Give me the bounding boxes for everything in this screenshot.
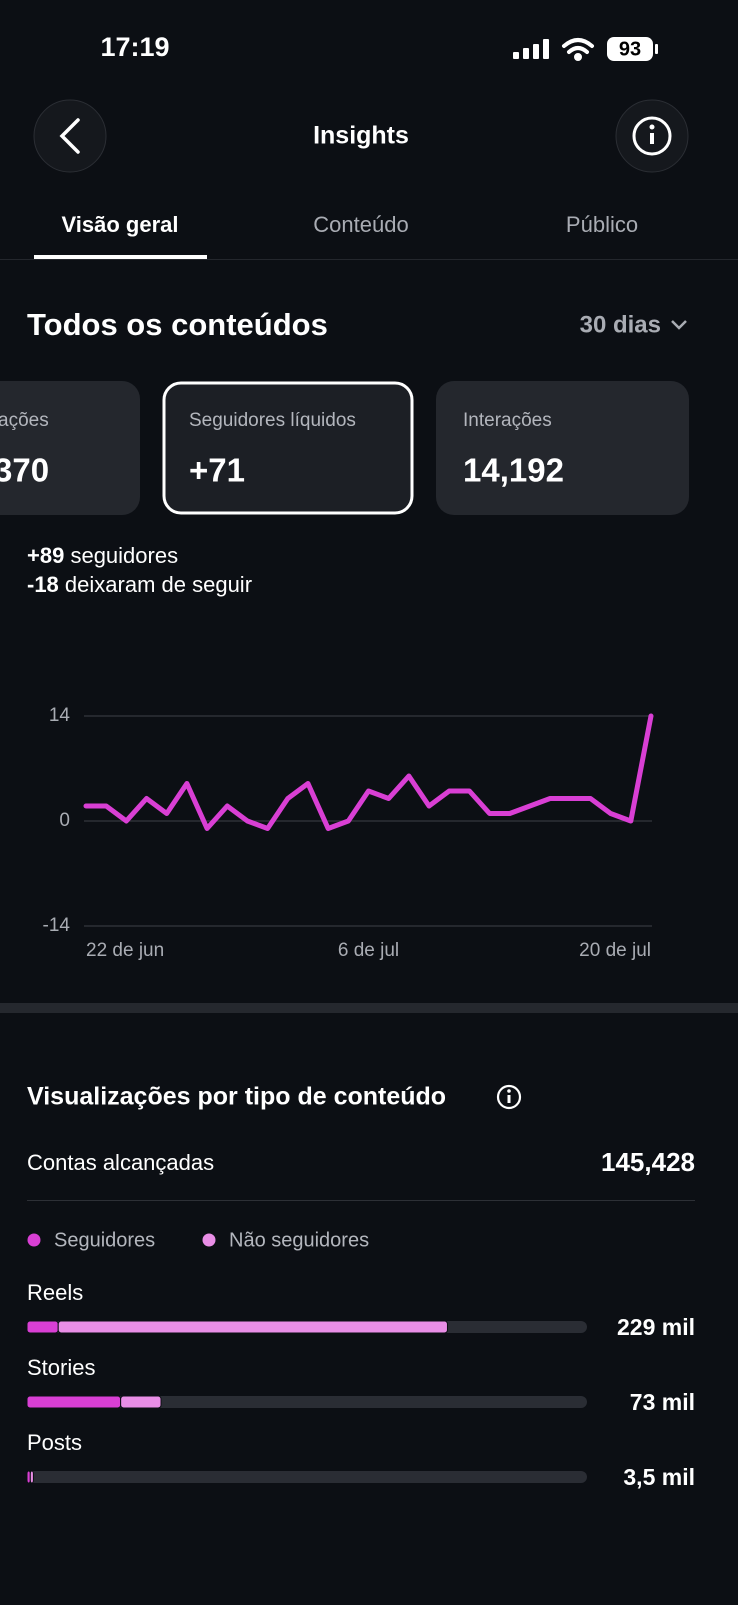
card-label: Interações	[463, 410, 552, 431]
x-tick-label: 20 de jul	[579, 940, 651, 961]
legend-swatch	[202, 1233, 216, 1247]
battery	[607, 37, 653, 61]
signal	[513, 39, 549, 59]
legend-label: Seguidores	[54, 1229, 155, 1251]
bar-segment	[29, 1470, 34, 1484]
card-value: +71	[189, 452, 245, 489]
back-button[interactable]	[33, 99, 107, 173]
info-icon	[632, 116, 672, 156]
section-divider	[0, 1003, 738, 1013]
card-value: 370	[0, 452, 49, 489]
card[interactable]	[436, 381, 689, 515]
card-label: ações	[0, 410, 49, 431]
divider	[0, 259, 738, 260]
info-icon	[507, 1089, 511, 1093]
chevron	[671, 320, 687, 330]
battery-tip	[655, 44, 658, 54]
battery-level: 93	[619, 38, 641, 60]
category-label: Posts	[27, 1430, 82, 1455]
category-label: Reels	[27, 1280, 83, 1305]
y-tick-label: -14	[43, 915, 71, 936]
period-select[interactable]: 30 dias	[580, 311, 661, 338]
bar-total: 73 mil	[630, 1389, 695, 1415]
follow-value: +89	[27, 543, 64, 568]
follow-value: -18	[27, 572, 59, 597]
card[interactable]	[0, 381, 140, 515]
section-title: Todos os conteúdos	[27, 307, 328, 342]
tab[interactable]: Visão geral	[62, 212, 179, 237]
tab[interactable]: Conteúdo	[313, 212, 408, 237]
header-title: Insights	[313, 122, 409, 150]
bar-segment	[57, 1320, 448, 1334]
bar-total: 229 mil	[617, 1314, 695, 1340]
reached-value: 145,428	[601, 1147, 695, 1177]
bar-track	[27, 1396, 587, 1408]
info-icon	[507, 1095, 511, 1103]
y-tick-label: 0	[59, 810, 70, 831]
category-label: Stories	[27, 1355, 95, 1380]
tab[interactable]: Público	[566, 212, 638, 237]
card-selected[interactable]	[162, 381, 414, 515]
section-title: Visualizações por tipo de conteúdo	[27, 1083, 446, 1111]
info-icon	[650, 133, 654, 144]
legend-swatch	[27, 1233, 41, 1247]
bar-total: 3,5 mil	[623, 1464, 695, 1490]
reached-label: Contas alcançadas	[27, 1150, 214, 1175]
bar-segment	[26, 1320, 59, 1334]
bar-track	[27, 1471, 587, 1483]
legend-label: Não seguidores	[229, 1229, 369, 1251]
divider	[27, 1200, 695, 1201]
line-series	[83, 713, 654, 831]
time: 17:19	[100, 32, 169, 62]
follow-text: deixaram de seguir	[65, 572, 252, 597]
wifi	[562, 38, 594, 61]
card-value: 14,192	[463, 452, 564, 489]
tab-indicator	[34, 255, 207, 259]
follow-line: -18 deixaram de seguir	[27, 572, 252, 597]
follow-line: +89 seguidores	[27, 543, 178, 568]
y-tick-label: 14	[49, 705, 71, 726]
bar-segment	[26, 1395, 122, 1409]
info-icon	[649, 124, 655, 130]
x-tick-label: 6 de jul	[338, 940, 399, 961]
back-icon	[59, 118, 80, 154]
info-icon[interactable]	[496, 1084, 522, 1110]
x-tick-label: 22 de jun	[86, 940, 164, 961]
bar-segment	[120, 1395, 162, 1409]
follow-text: seguidores	[70, 543, 178, 568]
card-label: Seguidores líquidos	[189, 410, 356, 431]
